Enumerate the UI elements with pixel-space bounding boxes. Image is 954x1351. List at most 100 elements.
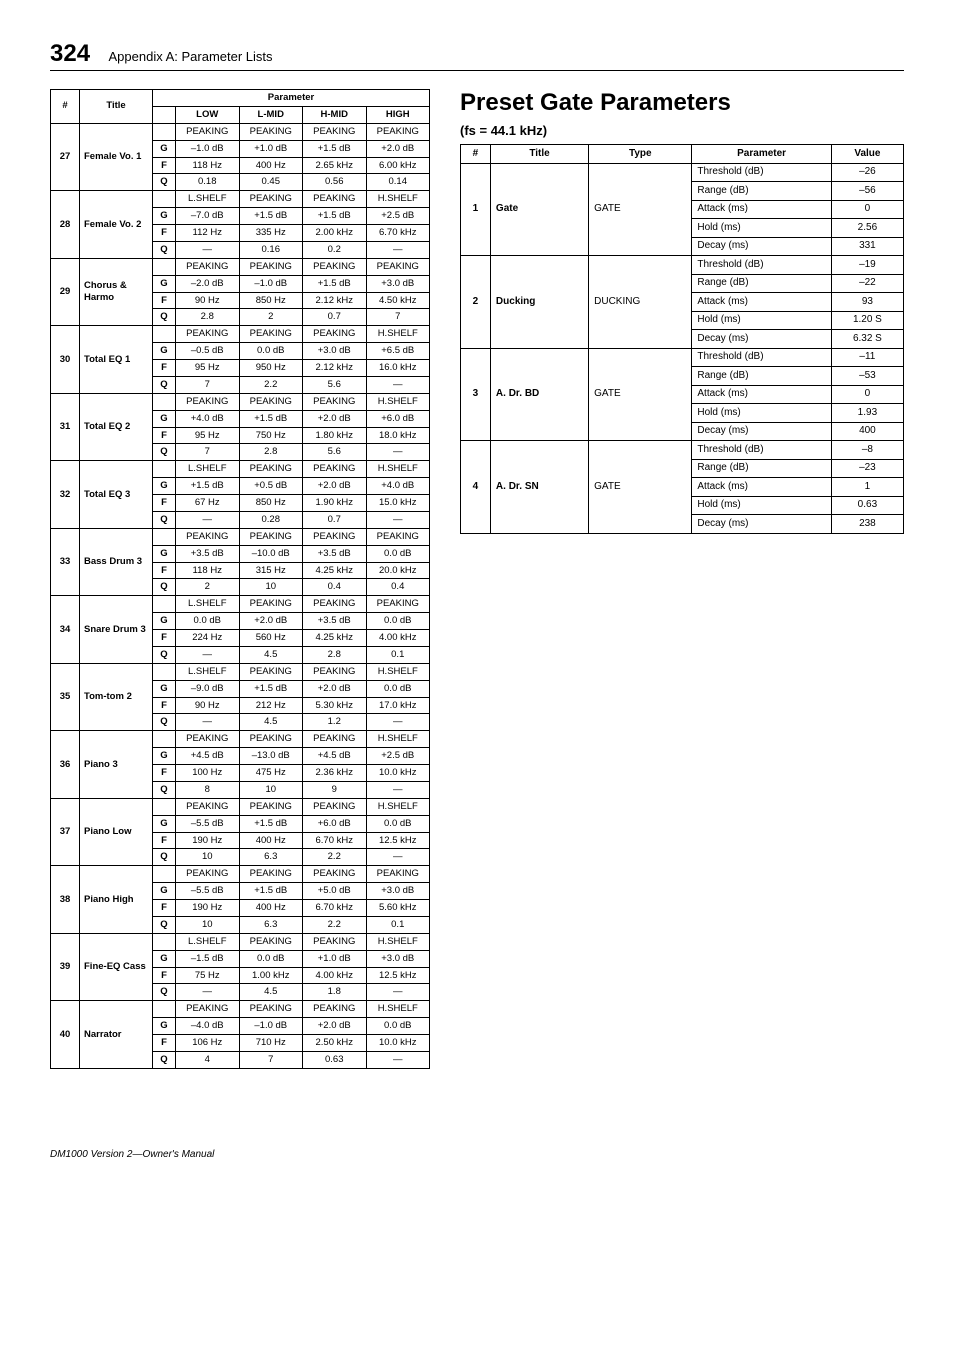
eq-cell: +2.0 dB xyxy=(303,410,367,427)
eq-cell: 0.0 dB xyxy=(366,680,430,697)
col-title: Title xyxy=(80,90,153,124)
eq-cell: 850 Hz xyxy=(239,495,303,512)
gate-row-title: A. Dr. BD xyxy=(490,348,588,441)
eq-cell: 0.28 xyxy=(239,511,303,528)
gate-param: Attack (ms) xyxy=(692,385,831,404)
eq-cell: PEAKING xyxy=(239,798,303,815)
eq-cell: 0.0 dB xyxy=(366,815,430,832)
eq-cell: 10 xyxy=(176,849,240,866)
eq-cell: PEAKING xyxy=(303,326,367,343)
col-num: # xyxy=(51,90,80,124)
col-hmid: H-MID xyxy=(303,106,367,123)
eq-cell: +4.0 dB xyxy=(366,478,430,495)
eq-subrow-label: F xyxy=(153,562,176,579)
eq-cell: +1.5 dB xyxy=(239,883,303,900)
eq-cell: 9 xyxy=(303,781,367,798)
eq-cell: L.SHELF xyxy=(176,191,240,208)
eq-cell: 100 Hz xyxy=(176,765,240,782)
eq-cell: PEAKING xyxy=(239,191,303,208)
eq-cell: H.SHELF xyxy=(366,933,430,950)
eq-cell: +2.0 dB xyxy=(303,478,367,495)
eq-cell: +1.5 dB xyxy=(176,478,240,495)
eq-cell: 112 Hz xyxy=(176,225,240,242)
eq-cell: +1.5 dB xyxy=(239,410,303,427)
eq-cell: 6.00 kHz xyxy=(366,157,430,174)
eq-cell: 7 xyxy=(366,309,430,326)
eq-subrow-label: G xyxy=(153,343,176,360)
eq-cell: PEAKING xyxy=(303,933,367,950)
eq-cell: +6.5 dB xyxy=(366,343,430,360)
gate-value: –23 xyxy=(831,459,903,478)
eq-cell: –0.5 dB xyxy=(176,343,240,360)
gate-param: Attack (ms) xyxy=(692,293,831,312)
eq-cell: 8 xyxy=(176,781,240,798)
eq-cell: PEAKING xyxy=(239,258,303,275)
eq-cell: 0.4 xyxy=(303,579,367,596)
eq-cell: +1.0 dB xyxy=(303,950,367,967)
eq-cell: +6.0 dB xyxy=(303,815,367,832)
gate-param: Hold (ms) xyxy=(692,404,831,423)
eq-subrow-label: F xyxy=(153,630,176,647)
eq-cell: 4.00 kHz xyxy=(366,630,430,647)
eq-cell: 10 xyxy=(176,916,240,933)
eq-cell: — xyxy=(366,511,430,528)
g-col-type: Type xyxy=(589,145,692,164)
eq-cell: PEAKING xyxy=(176,731,240,748)
gate-param: Decay (ms) xyxy=(692,422,831,441)
eq-cell: 710 Hz xyxy=(239,1035,303,1052)
eq-cell: 4.00 kHz xyxy=(303,967,367,984)
gate-param: Decay (ms) xyxy=(692,330,831,349)
eq-cell: 2.12 kHz xyxy=(303,292,367,309)
eq-cell: 2 xyxy=(239,309,303,326)
eq-cell: +1.5 dB xyxy=(239,680,303,697)
eq-subrow-label: Q xyxy=(153,309,176,326)
eq-cell: 2.8 xyxy=(303,646,367,663)
eq-subrow-label: F xyxy=(153,157,176,174)
eq-cell: +2.5 dB xyxy=(366,748,430,765)
eq-cell: PEAKING xyxy=(366,258,430,275)
eq-cell: +0.5 dB xyxy=(239,478,303,495)
eq-cell: PEAKING xyxy=(366,123,430,140)
gate-value: 6.32 S xyxy=(831,330,903,349)
eq-cell: PEAKING xyxy=(366,528,430,545)
eq-subrow-label xyxy=(153,1001,176,1018)
eq-cell: +4.5 dB xyxy=(303,748,367,765)
eq-cell: PEAKING xyxy=(239,393,303,410)
eq-cell: PEAKING xyxy=(303,461,367,478)
eq-cell: — xyxy=(366,781,430,798)
eq-cell: 0.2 xyxy=(303,241,367,258)
gate-param: Hold (ms) xyxy=(692,496,831,515)
gate-row-type: GATE xyxy=(589,348,692,441)
eq-subrow-label xyxy=(153,731,176,748)
eq-cell: 0.0 dB xyxy=(366,613,430,630)
eq-cell: 1.2 xyxy=(303,714,367,731)
eq-cell: 850 Hz xyxy=(239,292,303,309)
gate-param: Threshold (dB) xyxy=(692,348,831,367)
eq-cell: H.SHELF xyxy=(366,731,430,748)
eq-cell: –1.0 dB xyxy=(239,1018,303,1035)
eq-cell: PEAKING xyxy=(303,663,367,680)
eq-cell: 67 Hz xyxy=(176,495,240,512)
gate-row-num: 1 xyxy=(461,163,491,256)
eq-subrow-label: G xyxy=(153,815,176,832)
eq-cell: PEAKING xyxy=(303,731,367,748)
eq-subrow-label: G xyxy=(153,208,176,225)
eq-subrow-label: Q xyxy=(153,444,176,461)
eq-row-num: 27 xyxy=(51,123,80,191)
eq-cell: L.SHELF xyxy=(176,596,240,613)
eq-cell: 118 Hz xyxy=(176,157,240,174)
eq-cell: PEAKING xyxy=(176,1001,240,1018)
eq-subrow-label: Q xyxy=(153,984,176,1001)
eq-cell: H.SHELF xyxy=(366,393,430,410)
eq-cell: –2.0 dB xyxy=(176,275,240,292)
eq-parameter-table: # Title Parameter LOW L-MID H-MID HIGH 2… xyxy=(50,89,430,1069)
eq-cell: +3.5 dB xyxy=(303,545,367,562)
col-high: HIGH xyxy=(366,106,430,123)
eq-cell: 2.8 xyxy=(176,309,240,326)
eq-subrow-label: Q xyxy=(153,241,176,258)
eq-cell: 12.5 kHz xyxy=(366,832,430,849)
eq-row-title: Piano 3 xyxy=(80,731,153,799)
appendix-title: Appendix A: Parameter Lists xyxy=(109,49,273,64)
eq-cell: 4.5 xyxy=(239,646,303,663)
eq-cell: +3.0 dB xyxy=(366,883,430,900)
